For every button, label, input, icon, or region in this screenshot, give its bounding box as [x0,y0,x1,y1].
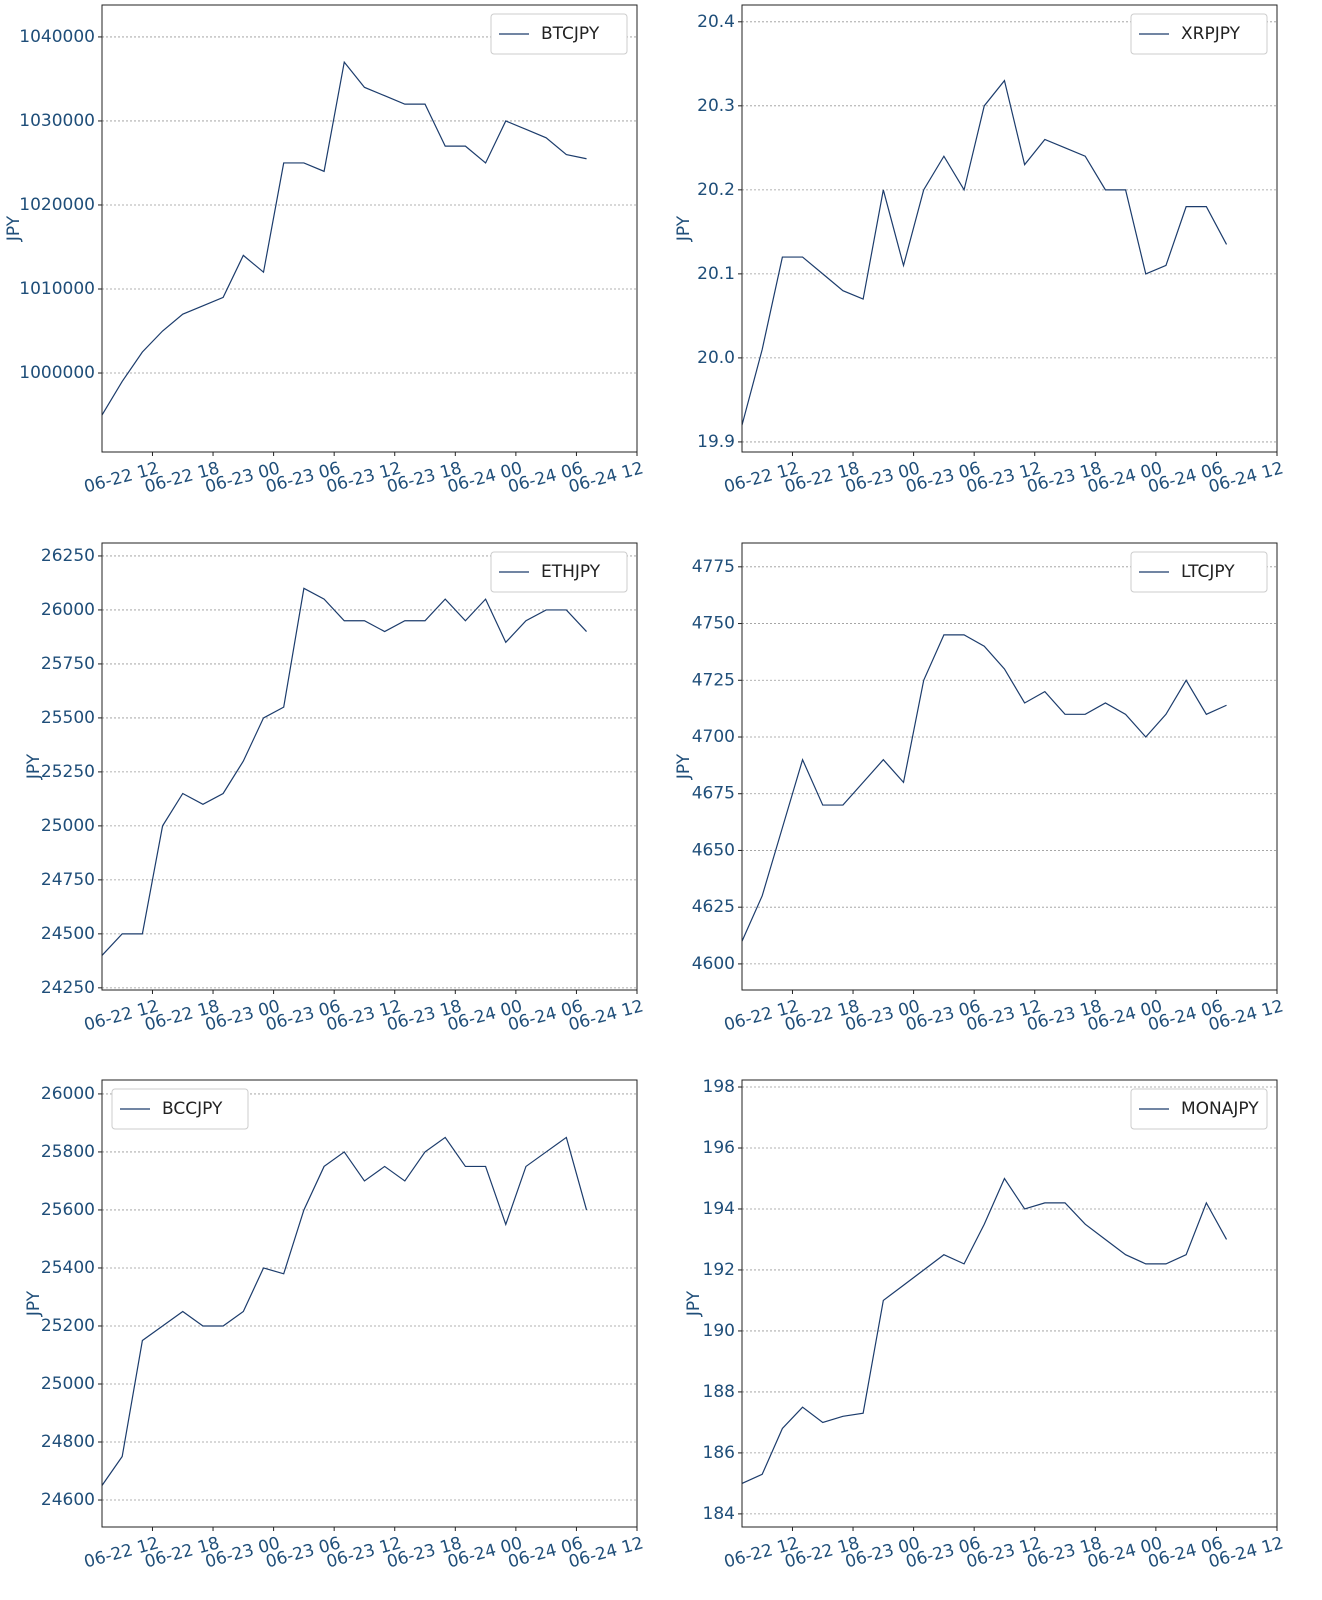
y-tick-label: 1040000 [19,27,95,47]
legend: ETHJPY [490,551,628,593]
y-tick-label: 20.0 [697,348,735,368]
plot-frame [101,4,638,453]
y-tick-label: 26000 [41,600,95,620]
y-tick-label: 20.4 [697,12,735,32]
y-tick-label: 25000 [41,1374,95,1394]
legend-label: BTCJPY [541,24,600,44]
y-tick-label: 4775 [692,557,735,577]
y-tick-label: 24750 [41,870,95,890]
y-tick-label: 4750 [692,614,735,634]
y-tick-label: 192 [703,1260,735,1280]
y-tick-label: 190 [703,1321,735,1341]
y-tick-label: 25200 [41,1316,95,1336]
plot-area [102,5,637,452]
plot-frame [741,542,1278,991]
legend-box [1130,1088,1268,1130]
y-axis-label: JPY [674,215,694,242]
y-tick-label: 194 [703,1199,735,1219]
y-tick-label: 1010000 [19,279,95,299]
y-tick-label: 25800 [41,1142,95,1162]
legend: BCCJPY [111,1088,249,1130]
legend-label: BCCJPY [162,1099,223,1119]
legend-box [490,551,628,593]
subplot: 24600 24800 25000 25200 25400 25600 25800 26000… [24,1079,646,1572]
plot-frame [741,4,1278,453]
price-line [101,1136,588,1486]
y-tick-label: 196 [703,1138,735,1158]
plot-area [102,543,637,990]
y-tick-label: 19.9 [697,432,735,452]
y-tick-label: 24500 [41,924,95,944]
y-axis-label: JPY [24,1290,44,1317]
y-tick-label: 4650 [692,840,735,860]
y-tick-label: 26250 [41,546,95,566]
y-tick-label: 4700 [692,727,735,747]
y-tick-label: 26000 [41,1084,95,1104]
y-tick-label: 25750 [41,654,95,674]
y-tick-label: 25400 [41,1258,95,1278]
plot-area [742,543,1277,990]
subplot: 24250 24500 24750 25000 25250 25500 25750 26000… [24,542,646,1035]
plot-area [742,5,1277,452]
legend: MONAJPY [1130,1088,1268,1130]
plot-area [102,1080,637,1527]
y-tick-label: 4675 [692,784,735,804]
y-tick-label: 1030000 [19,111,95,131]
legend: BTCJPY [490,13,628,55]
y-tick-label: 184 [703,1504,735,1524]
y-tick-label: 25500 [41,708,95,728]
legend: LTCJPY [1130,551,1268,593]
legend-label: ETHJPY [541,562,601,582]
legend-label: XRPJPY [1181,24,1241,44]
legend-box [490,13,628,55]
legend-label: LTCJPY [1181,562,1235,582]
y-tick-label: 25000 [41,816,95,836]
y-tick-label: 186 [703,1443,735,1463]
y-tick-label: 20.1 [697,264,735,284]
legend-box [111,1088,249,1130]
y-tick-label: 4625 [692,897,735,917]
y-tick-label: 24600 [41,1490,95,1510]
price-line [101,60,587,416]
y-axis-label: JPY [4,215,24,242]
y-tick-label: 198 [703,1077,735,1097]
price-line [101,587,587,956]
plot-frame [101,1079,638,1528]
price-line [741,79,1228,426]
y-tick-label: 25250 [41,762,95,782]
y-tick-label: 24250 [41,978,95,998]
y-tick-label: 1000000 [19,363,95,383]
legend-box [1130,13,1268,55]
y-tick-label: 24800 [41,1432,95,1452]
y-tick-label: 20.2 [697,180,735,200]
subplot: 1000000101000010200001030000104000006-22… [4,4,646,497]
y-tick-label: 4725 [692,670,735,690]
price-line [741,634,1227,942]
price-line [741,1177,1228,1484]
y-tick-label: 188 [703,1382,735,1402]
plot-area [742,1080,1277,1527]
y-axis-label: JPY [24,753,44,780]
y-tick-label: 1020000 [19,195,95,215]
y-axis-label: JPY [674,753,694,780]
legend: XRPJPY [1130,13,1268,55]
y-tick-label: 25600 [41,1200,95,1220]
y-tick-label: 4600 [692,954,735,974]
legend-box [1130,551,1268,593]
y-tick-label: 20.3 [697,96,735,116]
plot-frame [101,542,638,991]
plot-frame [741,1079,1278,1528]
legend-label: MONAJPY [1181,1099,1259,1119]
y-axis-label: JPY [684,1290,704,1317]
